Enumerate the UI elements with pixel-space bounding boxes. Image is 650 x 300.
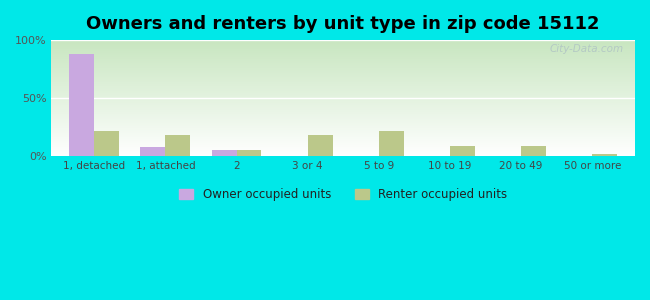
Bar <box>379 130 404 156</box>
Bar <box>307 135 333 156</box>
Bar <box>94 130 119 156</box>
Legend: Owner occupied units, Renter occupied units: Owner occupied units, Renter occupied un… <box>174 183 512 206</box>
Bar <box>212 150 237 156</box>
Bar <box>521 146 546 156</box>
Bar <box>70 54 94 156</box>
Bar <box>165 135 190 156</box>
Bar <box>592 154 617 156</box>
Bar <box>450 146 475 156</box>
Bar <box>140 147 165 156</box>
Text: City-Data.com: City-Data.com <box>549 44 623 54</box>
Title: Owners and renters by unit type in zip code 15112: Owners and renters by unit type in zip c… <box>86 15 600 33</box>
Bar <box>237 150 261 156</box>
